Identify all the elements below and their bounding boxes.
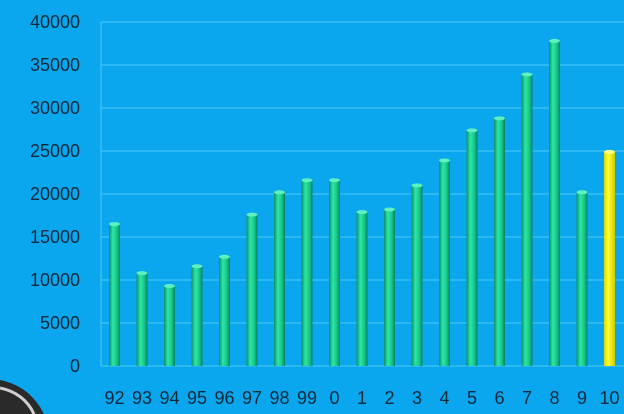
bar-cap bbox=[219, 254, 230, 259]
bar-cap bbox=[301, 178, 313, 183]
bar bbox=[109, 224, 120, 366]
bar-cap bbox=[384, 207, 395, 212]
bar-cap bbox=[466, 128, 478, 133]
bar-cap bbox=[576, 190, 588, 195]
bar bbox=[466, 130, 478, 366]
bar-cap bbox=[329, 178, 340, 183]
bar-cap bbox=[411, 183, 423, 188]
bar bbox=[494, 118, 505, 366]
y-tick-label: 20000 bbox=[30, 184, 80, 204]
bar bbox=[356, 212, 368, 366]
bar bbox=[164, 286, 175, 366]
y-tick-label: 25000 bbox=[30, 141, 80, 161]
x-tick-label: 97 bbox=[242, 388, 262, 408]
x-tick-label: 98 bbox=[269, 388, 289, 408]
bar bbox=[411, 185, 423, 366]
bar bbox=[219, 256, 230, 366]
y-tick-label: 15000 bbox=[30, 227, 80, 247]
bar bbox=[191, 266, 203, 366]
bar bbox=[549, 40, 560, 367]
bar-highlight bbox=[604, 151, 615, 366]
bar bbox=[136, 273, 148, 366]
x-tick-label: 92 bbox=[104, 388, 124, 408]
bar bbox=[274, 192, 285, 366]
bar bbox=[301, 180, 313, 366]
y-tick-label: 40000 bbox=[30, 12, 80, 32]
corner-logo-decoration bbox=[0, 380, 44, 414]
bar-cap bbox=[521, 72, 533, 77]
bars bbox=[109, 38, 615, 367]
x-tick-label: 7 bbox=[522, 388, 532, 408]
bar bbox=[439, 160, 450, 366]
x-tick-label: 4 bbox=[439, 388, 449, 408]
bar-cap bbox=[246, 212, 258, 217]
x-tick-label: 8 bbox=[549, 388, 559, 408]
bar-cap bbox=[274, 190, 285, 195]
x-tick-label: 94 bbox=[159, 388, 179, 408]
bar-cap bbox=[109, 222, 120, 227]
y-tick-label: 10000 bbox=[30, 270, 80, 290]
y-tick-label: 35000 bbox=[30, 55, 80, 75]
x-tick-label: 95 bbox=[187, 388, 207, 408]
grid-lines bbox=[100, 21, 624, 367]
bar-cap bbox=[604, 149, 615, 154]
x-tick-label: 6 bbox=[494, 388, 504, 408]
bar-cap bbox=[136, 271, 148, 276]
x-tick-label: 10 bbox=[599, 388, 619, 408]
x-tick-label: 5 bbox=[467, 388, 477, 408]
y-tick-label: 5000 bbox=[40, 313, 80, 333]
x-tick-label: 99 bbox=[297, 388, 317, 408]
x-tick-label: 3 bbox=[412, 388, 422, 408]
bar bbox=[329, 180, 340, 366]
y-axis-ticks: 0 5000 10000 15000 20000 25000 30000 35000 40000 bbox=[30, 12, 80, 376]
x-axis-ticks: 92 93 94 95 96 97 98 99 0 1 2 3 4 5 6 7 8 9 10 bbox=[104, 388, 619, 408]
bar-cap bbox=[164, 284, 175, 289]
y-tick-label: 30000 bbox=[30, 98, 80, 118]
y-tick-label: 0 bbox=[70, 356, 80, 376]
x-tick-label: 0 bbox=[329, 388, 339, 408]
bar bbox=[521, 74, 533, 367]
bar-cap bbox=[356, 210, 368, 215]
bar-cap bbox=[549, 38, 560, 43]
x-tick-label: 2 bbox=[384, 388, 394, 408]
bar-cap bbox=[439, 158, 450, 163]
bar-cap bbox=[494, 116, 505, 121]
bar bbox=[246, 214, 258, 366]
bar-cap bbox=[191, 264, 203, 269]
bar bbox=[384, 209, 395, 366]
x-tick-label: 9 bbox=[577, 388, 587, 408]
bar bbox=[576, 192, 588, 366]
x-tick-label: 93 bbox=[132, 388, 152, 408]
x-tick-label: 1 bbox=[357, 388, 367, 408]
x-tick-label: 96 bbox=[214, 388, 234, 408]
